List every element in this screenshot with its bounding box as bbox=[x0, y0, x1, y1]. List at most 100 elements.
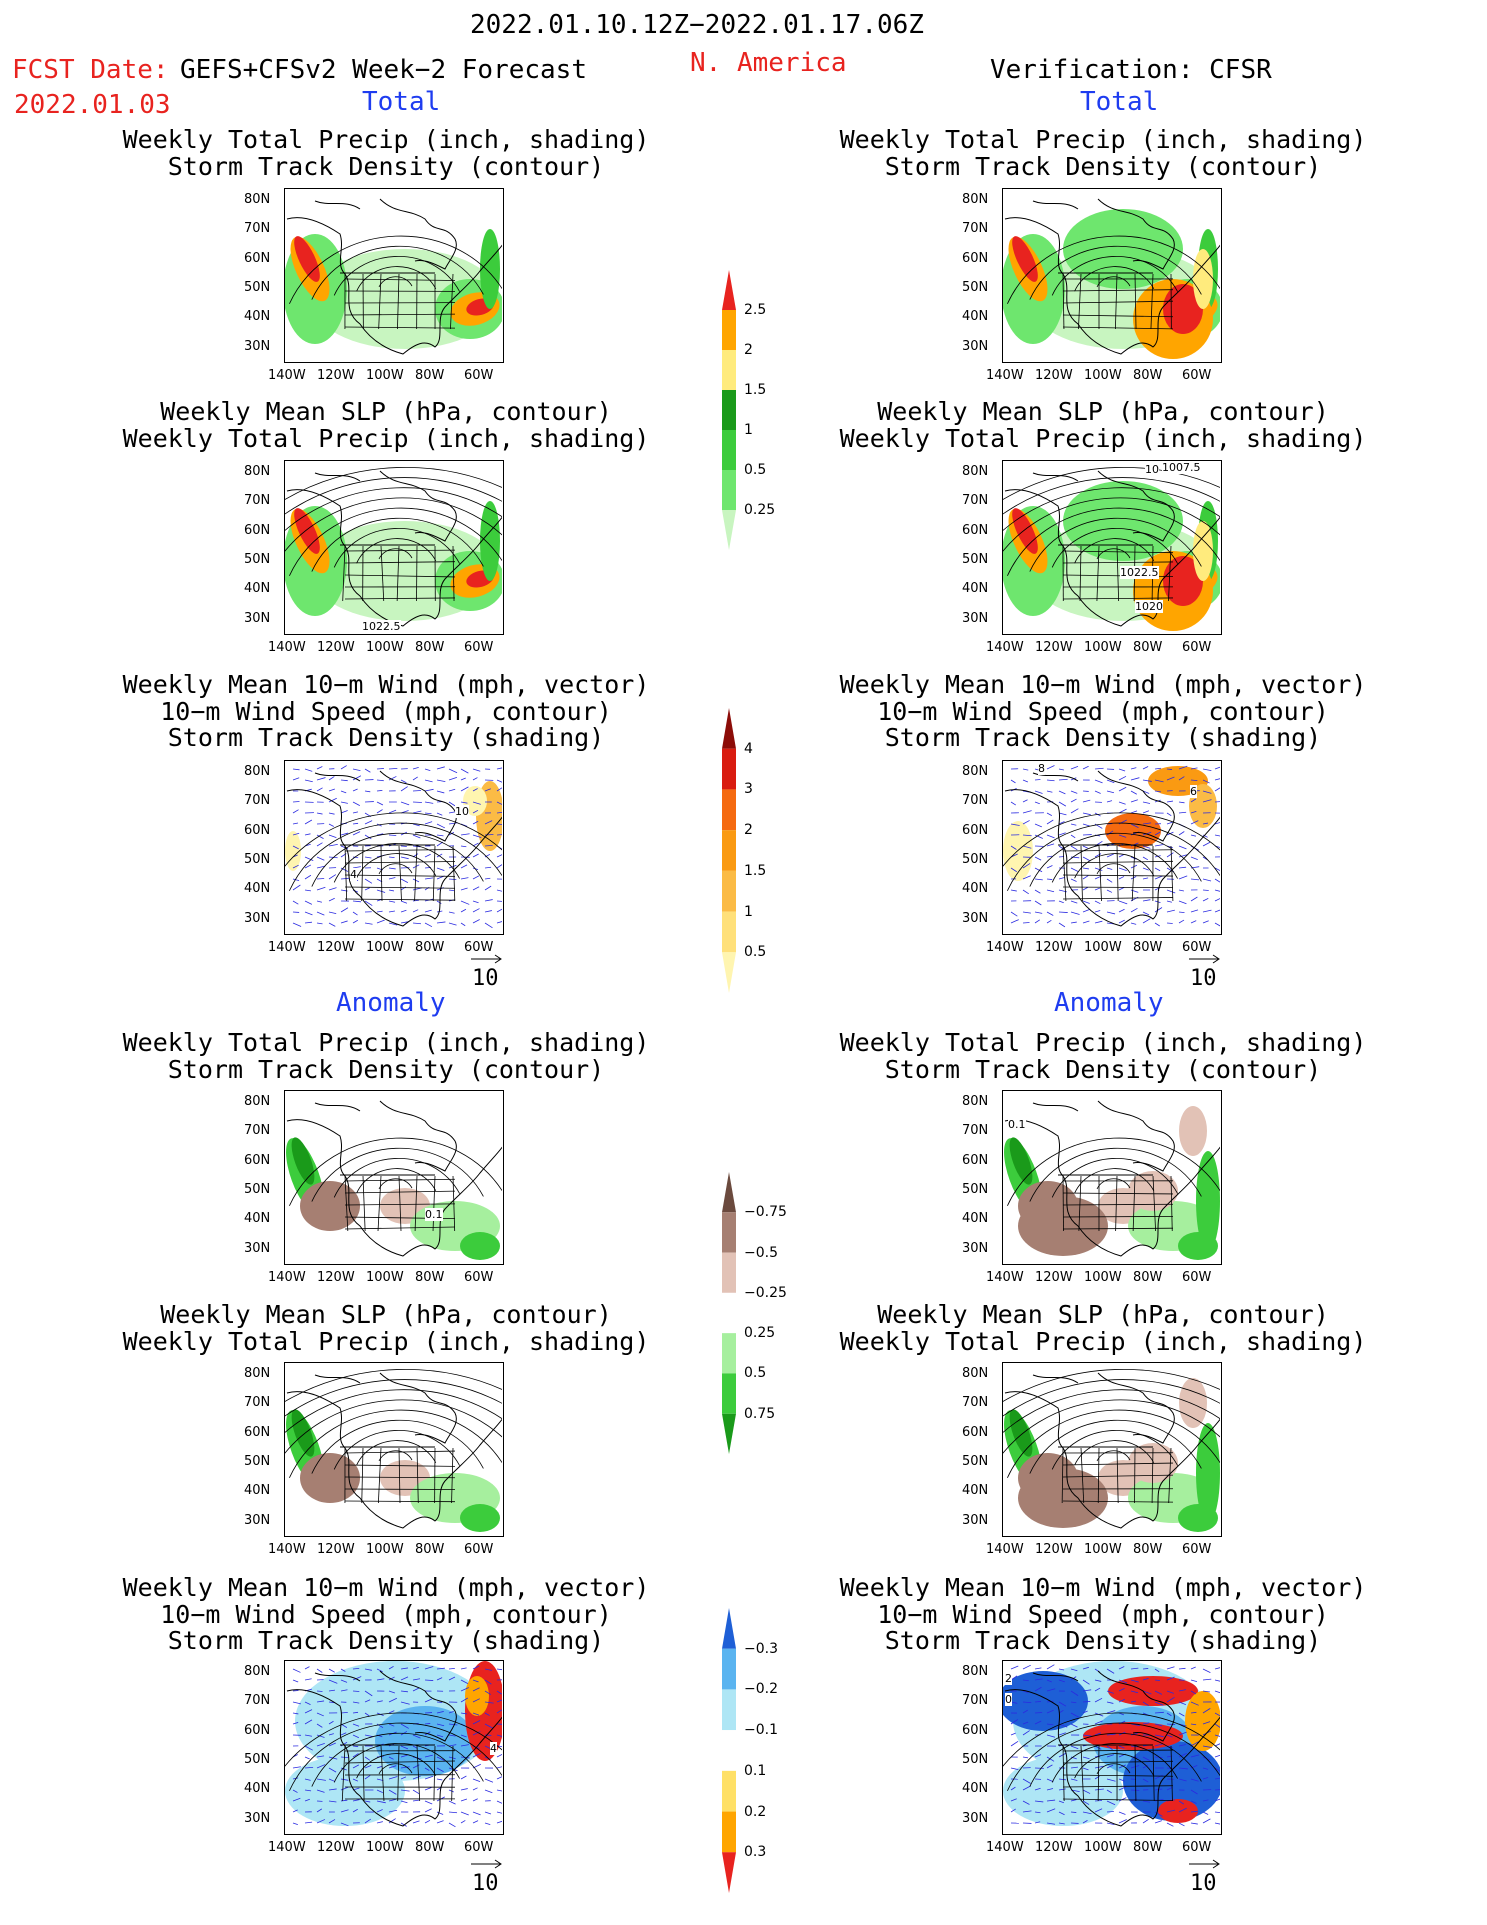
map-plot bbox=[1003, 466, 1220, 631]
colorbar-label: 2 bbox=[744, 822, 753, 839]
lat-tick-label: 80N bbox=[962, 1094, 989, 1109]
map-plot bbox=[285, 1661, 502, 1828]
panel-title-line: Storm Track Density (shading) bbox=[884, 1626, 1322, 1655]
map-fcst-anom-slp_precip bbox=[284, 1362, 504, 1537]
contour-label: 1022.5 bbox=[362, 620, 401, 633]
lon-tick-label: 80W bbox=[1133, 940, 1163, 955]
lat-tick-label: 70N bbox=[962, 493, 989, 509]
contour-label: 0 bbox=[1005, 1693, 1012, 1706]
lat-tick-label: 80N bbox=[962, 1366, 989, 1381]
colorbar-label: 2 bbox=[744, 342, 753, 358]
panel-title-line: Weekly Mean SLP (hPa, contour) bbox=[160, 397, 612, 426]
lon-tick-label: 100W bbox=[1084, 368, 1122, 383]
colorbar-label: 0.5 bbox=[744, 462, 767, 478]
colorbar-segment bbox=[722, 1852, 736, 1893]
lon-tick-label: 100W bbox=[1084, 1542, 1122, 1557]
lon-tick-label: 80W bbox=[415, 640, 445, 655]
colorbar-label: −0.2 bbox=[744, 1681, 778, 1698]
lon-tick-label: 60W bbox=[464, 640, 494, 655]
section-anomaly-right: Anomaly bbox=[1054, 988, 1164, 1018]
lat-tick-label: 70N bbox=[244, 221, 271, 237]
lon-tick-label: 120W bbox=[317, 940, 355, 955]
lat-tick-label: 70N bbox=[962, 1395, 989, 1411]
vector-arrow-icon bbox=[1189, 954, 1220, 964]
lon-tick-label: 140W bbox=[986, 1840, 1024, 1855]
lat-tick-label: 70N bbox=[962, 1123, 989, 1139]
colorbar-label: 0.75 bbox=[744, 1405, 776, 1422]
lat-tick-label: 40N bbox=[962, 1483, 989, 1499]
lon-tick-label: 100W bbox=[366, 640, 404, 655]
map-fcst-anom-wind_storm bbox=[284, 1660, 504, 1835]
map-fcst-total-precip_storm bbox=[284, 188, 504, 363]
panel-title-line: Weekly Mean 10−m Wind (mph, vector) bbox=[122, 670, 650, 699]
lon-tick-label: 120W bbox=[1035, 940, 1073, 955]
lon-tick-label: 120W bbox=[1035, 1840, 1073, 1855]
colorbar-segment bbox=[722, 1333, 736, 1374]
panel-title-line: Weekly Mean SLP (hPa, contour) bbox=[877, 397, 1329, 426]
lat-tick-label: 50N bbox=[962, 279, 989, 295]
map-ver-total-slp_precip bbox=[1002, 460, 1222, 635]
lat-tick-label: 80N bbox=[962, 1664, 989, 1679]
panel-title-line: Storm Track Density (contour) bbox=[167, 151, 605, 181]
lon-tick-label: 120W bbox=[317, 1542, 355, 1557]
map-ver-anom-slp_precip bbox=[1002, 1362, 1222, 1537]
colorbar-storm_total bbox=[722, 708, 736, 993]
vector-reference-label: 10 bbox=[1190, 1871, 1217, 1896]
contour-label: 2 bbox=[1005, 1672, 1012, 1685]
panel-title-line: Storm Track Density (shading) bbox=[167, 723, 605, 752]
lat-tick-label: 60N bbox=[962, 1152, 989, 1168]
lat-tick-label: 80N bbox=[244, 764, 271, 779]
lat-tick-label: 80N bbox=[244, 464, 271, 479]
colorbar-label: 4 bbox=[744, 740, 753, 757]
lat-tick-label: 60N bbox=[962, 822, 989, 838]
lat-tick-label: 50N bbox=[244, 1453, 271, 1469]
contour-label: 1022.5 bbox=[1120, 566, 1159, 579]
panel-title-line: Storm Track Density (contour) bbox=[167, 1054, 605, 1084]
contour-label: 0.1 bbox=[1008, 1118, 1026, 1131]
panel-title-line: Weekly Mean 10−m Wind (mph, vector) bbox=[839, 670, 1367, 699]
vector-reference-label: 10 bbox=[472, 1871, 499, 1896]
lat-tick-label: 80N bbox=[962, 464, 989, 479]
colorbar-segment bbox=[722, 708, 736, 749]
lat-tick-label: 50N bbox=[962, 551, 989, 567]
lon-tick-label: 60W bbox=[1182, 640, 1212, 655]
map-plot bbox=[1003, 1368, 1220, 1532]
lat-tick-label: 80N bbox=[244, 1366, 271, 1381]
map-plot bbox=[1004, 1100, 1220, 1260]
panel-title-line: Weekly Total Precip (inch, shading) bbox=[839, 125, 1367, 154]
lat-tick-label: 50N bbox=[962, 851, 989, 867]
colorbar-label: 0.3 bbox=[744, 1844, 767, 1861]
colorbar-label: 3 bbox=[744, 781, 753, 798]
lat-tick-label: 80N bbox=[962, 764, 989, 779]
map-fcst-anom-precip_storm bbox=[284, 1090, 504, 1265]
lon-tick-label: 120W bbox=[317, 1270, 355, 1285]
contour-label: 4 bbox=[350, 868, 357, 881]
lat-tick-label: 40N bbox=[244, 309, 271, 325]
contour-label: 6 bbox=[1190, 785, 1197, 798]
lon-tick-label: 140W bbox=[986, 1270, 1024, 1285]
contour-label: 10 bbox=[1145, 463, 1159, 476]
lat-tick-label: 60N bbox=[962, 250, 989, 266]
colorbar-segment bbox=[722, 1172, 736, 1213]
lat-tick-label: 30N bbox=[962, 910, 989, 926]
lat-tick-label: 40N bbox=[962, 881, 989, 897]
lon-tick-label: 80W bbox=[1133, 1840, 1163, 1855]
lat-tick-label: 40N bbox=[244, 1483, 271, 1499]
contour-label: 0.1 bbox=[425, 1208, 443, 1221]
lat-tick-label: 70N bbox=[244, 493, 271, 509]
lon-tick-label: 140W bbox=[986, 640, 1024, 655]
panel-title-line: 10−m Wind Speed (mph, contour) bbox=[877, 1599, 1329, 1629]
colorbar-segment bbox=[722, 952, 736, 993]
lat-tick-label: 40N bbox=[244, 881, 271, 897]
lat-tick-label: 70N bbox=[962, 1693, 989, 1709]
contour-label: 10 bbox=[455, 805, 469, 818]
lat-tick-label: 30N bbox=[244, 338, 271, 354]
lat-tick-label: 50N bbox=[962, 1453, 989, 1469]
lat-tick-label: 30N bbox=[962, 1810, 989, 1826]
colorbar-segment bbox=[722, 748, 736, 790]
lat-tick-label: 60N bbox=[962, 1722, 989, 1738]
colorbar-label: 1.5 bbox=[744, 382, 767, 398]
lat-tick-label: 40N bbox=[244, 1211, 271, 1227]
map-ver-anom-precip_storm bbox=[1002, 1090, 1222, 1265]
panel-title-line: 10−m Wind Speed (mph, contour) bbox=[160, 696, 612, 726]
